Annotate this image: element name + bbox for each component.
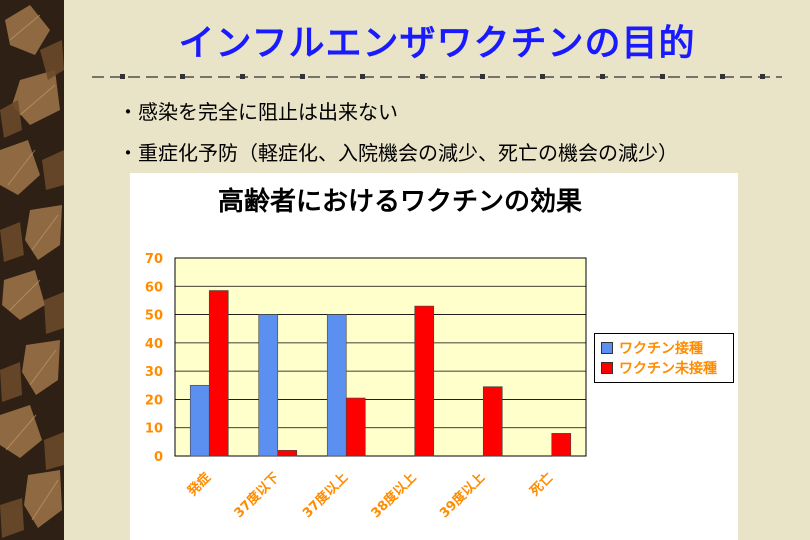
chart-title: 高齢者におけるワクチンの効果 xyxy=(217,187,582,217)
x-tick-label: 39度以上 xyxy=(436,470,488,522)
plot-area xyxy=(175,258,586,456)
y-tick-label: 30 xyxy=(145,365,163,380)
y-tick-label: 70 xyxy=(145,252,163,267)
bar-unvaccinated xyxy=(345,397,366,457)
legend-swatch-vaccinated xyxy=(601,342,613,354)
chart-panel: 高齢者におけるワクチンの効果 0 10 20 30 40 50 60 70 発症 37度以下 37度… xyxy=(130,173,738,540)
chart-legend: ワクチン接種 ワクチン未接種 xyxy=(594,333,734,383)
bullet-item: ・感染を完全に阻止は出来ない xyxy=(118,100,398,124)
x-tick-label: 38度以上 xyxy=(368,470,420,522)
slide-title: インフルエンザワクチンの目的 xyxy=(178,23,696,64)
y-tick-label: 40 xyxy=(145,337,163,352)
y-tick-label: 10 xyxy=(145,422,163,437)
legend-label: ワクチン接種 xyxy=(619,341,703,357)
y-tick-label: 0 xyxy=(154,450,163,465)
y-tick-label: 60 xyxy=(145,280,163,295)
decorative-leaf-border xyxy=(0,0,64,540)
bar-unvaccinated xyxy=(277,450,298,457)
legend-label: ワクチン未接種 xyxy=(619,361,717,377)
title-divider xyxy=(92,74,782,79)
y-tick-label: 50 xyxy=(145,309,163,324)
legend-item-unvaccinated: ワクチン未接種 xyxy=(601,358,727,378)
bar-chart: 0 10 20 30 40 50 60 70 発症 37度以下 37度以上 38度以上 39度以上 死亡 xyxy=(145,252,587,522)
bullet-item: ・重症化予防（軽症化、入院機会の減少、死亡の機会の減少） xyxy=(118,141,678,165)
x-tick-label: 37度以下 xyxy=(231,470,283,522)
plot-border xyxy=(174,257,587,457)
legend-item-vaccinated: ワクチン接種 xyxy=(601,338,727,358)
bar-vaccinated xyxy=(326,314,347,457)
bar-unvaccinated xyxy=(482,386,503,457)
legend-swatch-unvaccinated xyxy=(601,362,613,374)
bar-vaccinated xyxy=(258,314,279,457)
bar-unvaccinated xyxy=(414,305,435,457)
x-tick-label: 発症 xyxy=(184,470,214,500)
y-tick-label: 20 xyxy=(145,393,163,408)
bar-unvaccinated xyxy=(551,433,572,457)
bar-vaccinated xyxy=(189,384,210,457)
bar-unvaccinated xyxy=(208,290,229,457)
x-tick-label: 死亡 xyxy=(527,470,557,500)
x-tick-label: 37度以上 xyxy=(299,470,351,522)
